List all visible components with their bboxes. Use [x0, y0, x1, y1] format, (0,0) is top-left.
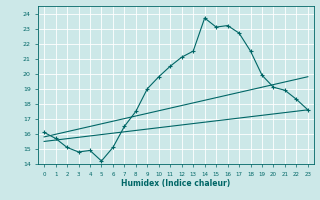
X-axis label: Humidex (Indice chaleur): Humidex (Indice chaleur) [121, 179, 231, 188]
